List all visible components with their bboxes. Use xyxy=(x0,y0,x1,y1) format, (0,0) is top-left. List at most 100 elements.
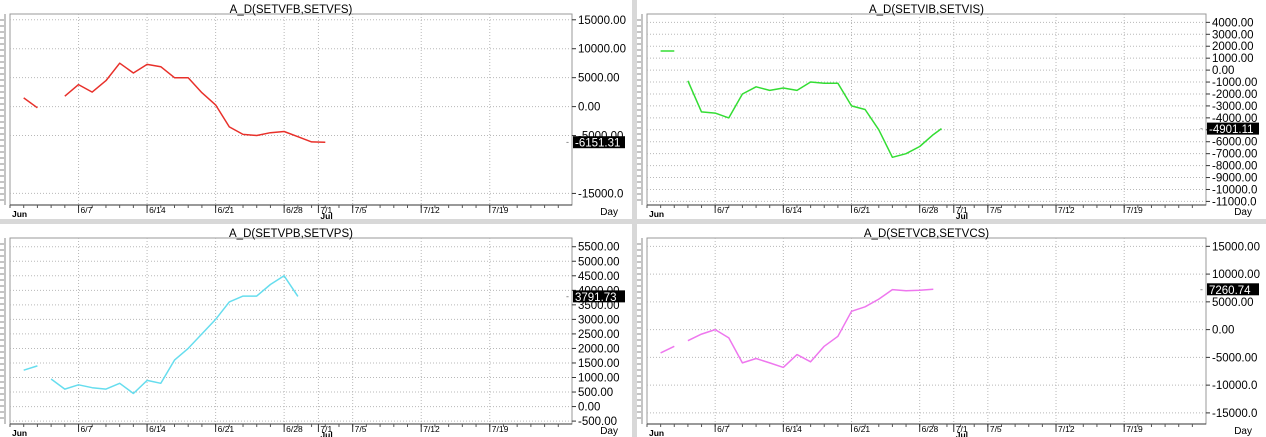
y-tick-label: 2500.00 xyxy=(578,329,620,341)
x-tick-label: 6/28 xyxy=(922,424,939,434)
last-value-box xyxy=(573,136,625,149)
x-tick-label: 7/1 xyxy=(320,424,332,434)
x-tick-label: 7/5 xyxy=(355,205,367,215)
y-tick-label: 3000.00 xyxy=(578,314,620,326)
x-tick-label: 6/14 xyxy=(149,205,166,215)
x-tick-label: 7/1 xyxy=(956,205,968,215)
plot-area xyxy=(646,237,1207,425)
plot-area xyxy=(646,13,1207,206)
x-unit-label: Day xyxy=(1234,207,1252,218)
x-tick-label: 6/14 xyxy=(149,424,166,434)
y-tick-label: -15000.0 xyxy=(578,188,623,200)
y-tick-label: -500.00 xyxy=(578,416,617,428)
chart-title: A_D(SETVPB,SETVPS) xyxy=(229,228,353,240)
y-tick-label: 500.00 xyxy=(578,387,613,399)
y-tick-label: 2000.00 xyxy=(578,343,620,355)
last-value-arrow: - xyxy=(1200,124,1203,134)
panel-divider-horizontal[interactable] xyxy=(0,219,1266,224)
series-line xyxy=(660,345,675,354)
x-tick-label: 6/28 xyxy=(286,205,303,215)
y-tick-label: 0.00 xyxy=(578,102,600,114)
y-tick-label: 0.00 xyxy=(1212,65,1234,77)
y-tick-label: -10000.0 xyxy=(1212,380,1257,392)
last-value-label: 7260.74 xyxy=(1209,285,1251,297)
y-tick-label: 15000.00 xyxy=(578,15,626,27)
chart-panel-3: 5500.005000.004500.004000.003500.003000.… xyxy=(0,224,632,437)
x-tick-label: 6/7 xyxy=(81,205,93,215)
last-value-label: 3791.73 xyxy=(575,292,617,304)
y-tick-label: -15000.0 xyxy=(1212,408,1257,420)
chart-title: A_D(SETVIB,SETVIS) xyxy=(869,4,984,16)
y-tick-label: 3000.00 xyxy=(1212,29,1254,41)
y-tick-label: 5500.00 xyxy=(578,242,620,254)
x-tick-label: 7/19 xyxy=(1126,205,1143,215)
last-value-label: -4901.11 xyxy=(1209,124,1254,136)
y-tick-label: -5000.00 xyxy=(1212,352,1257,364)
y-tick-label: -7000.00 xyxy=(1212,149,1257,161)
y-tick-label: 2000.00 xyxy=(1212,41,1254,53)
x-tick-label: 6/21 xyxy=(218,424,235,434)
last-value-box xyxy=(573,290,625,303)
x-tick-label: 6/28 xyxy=(286,424,303,434)
y-tick-label: 0.00 xyxy=(578,402,600,414)
month-label-jul: Jul xyxy=(320,430,332,437)
series-line xyxy=(687,80,942,159)
series-line xyxy=(687,288,934,369)
month-label-jun: Jun xyxy=(649,428,664,437)
month-label-jul: Jul xyxy=(956,211,968,219)
month-label-jun: Jun xyxy=(649,209,664,219)
x-tick-label: 6/14 xyxy=(785,424,802,434)
y-tick-label: -11000.0 xyxy=(1212,196,1257,208)
x-tick-label: 7/12 xyxy=(1058,424,1075,434)
series-line xyxy=(50,275,299,395)
last-value-box xyxy=(1207,122,1259,135)
month-label-jun: Jun xyxy=(12,209,27,219)
chart-svg-3: 5500.005000.004500.004000.003500.003000.… xyxy=(0,228,625,437)
x-tick-label: 6/14 xyxy=(785,205,802,215)
y-tick-label: 3500.00 xyxy=(578,300,620,312)
x-tick-label: 6/28 xyxy=(922,205,939,215)
chart-title: A_D(SETVCB,SETVCS) xyxy=(864,228,989,240)
x-unit-label: Day xyxy=(1234,426,1252,437)
y-tick-label: 4000.00 xyxy=(1212,17,1254,29)
chart-svg-4: 15000.00 10000.00 5000.00 0.00 -5000.00 -1000… xyxy=(637,228,1260,437)
x-tick-label: 6/21 xyxy=(854,205,871,215)
x-tick-label: 7/12 xyxy=(1058,205,1075,215)
y-tick-label: 5000.00 xyxy=(1212,297,1254,309)
y-tick-label: 1000.00 xyxy=(1212,53,1254,65)
y-tick-label: -3000.00 xyxy=(1212,101,1257,113)
y-tick-label: 1500.00 xyxy=(578,358,620,370)
x-unit-label: Day xyxy=(600,207,618,218)
y-tick-label: 15000.00 xyxy=(1212,241,1260,253)
x-tick-label: 7/19 xyxy=(1126,424,1143,434)
y-tick-label: 1000.00 xyxy=(578,373,620,385)
chart-panel-1: 15000.0010000.005000.000.00-5000.00-1500… xyxy=(0,0,632,219)
x-tick-label: 7/19 xyxy=(492,205,509,215)
x-tick-label: 7/1 xyxy=(320,205,332,215)
x-tick-label: 7/19 xyxy=(492,424,509,434)
last-value-label: -6151.31 xyxy=(575,138,620,150)
y-tick-label: -2000.00 xyxy=(1212,89,1257,101)
month-label-jul: Jul xyxy=(320,211,332,219)
chart-title: A_D(SETVFB,SETVFS) xyxy=(230,4,353,16)
chart-svg-2: 4000.003000.002000.001000.000.00-1000.00… xyxy=(637,4,1259,219)
series-line xyxy=(23,365,38,371)
chart-panel-4: 15000.00 10000.00 5000.00 0.00 -5000.00 -1000… xyxy=(637,224,1266,437)
y-tick-label: 5000.00 xyxy=(578,256,620,268)
y-tick-label: 10000.00 xyxy=(578,44,626,56)
month-label-jul: Jul xyxy=(956,430,968,437)
y-tick-label: 0.00 xyxy=(1212,325,1234,337)
y-tick-label: -8000.00 xyxy=(1212,161,1257,173)
x-tick-label: 7/1 xyxy=(956,424,968,434)
series-line xyxy=(64,62,326,143)
month-label-jun: Jun xyxy=(12,428,27,437)
y-tick-label: -9000.00 xyxy=(1212,173,1257,185)
panel-divider-vertical[interactable] xyxy=(632,0,637,437)
last-value-arrow: - xyxy=(566,137,569,147)
plot-area xyxy=(9,237,573,425)
x-tick-label: 7/5 xyxy=(355,424,367,434)
y-tick-label: 10000.00 xyxy=(1212,269,1260,281)
y-tick-label: 5000.00 xyxy=(578,73,620,85)
last-value-arrow: - xyxy=(566,291,569,301)
y-tick-label: 4500.00 xyxy=(578,271,620,283)
